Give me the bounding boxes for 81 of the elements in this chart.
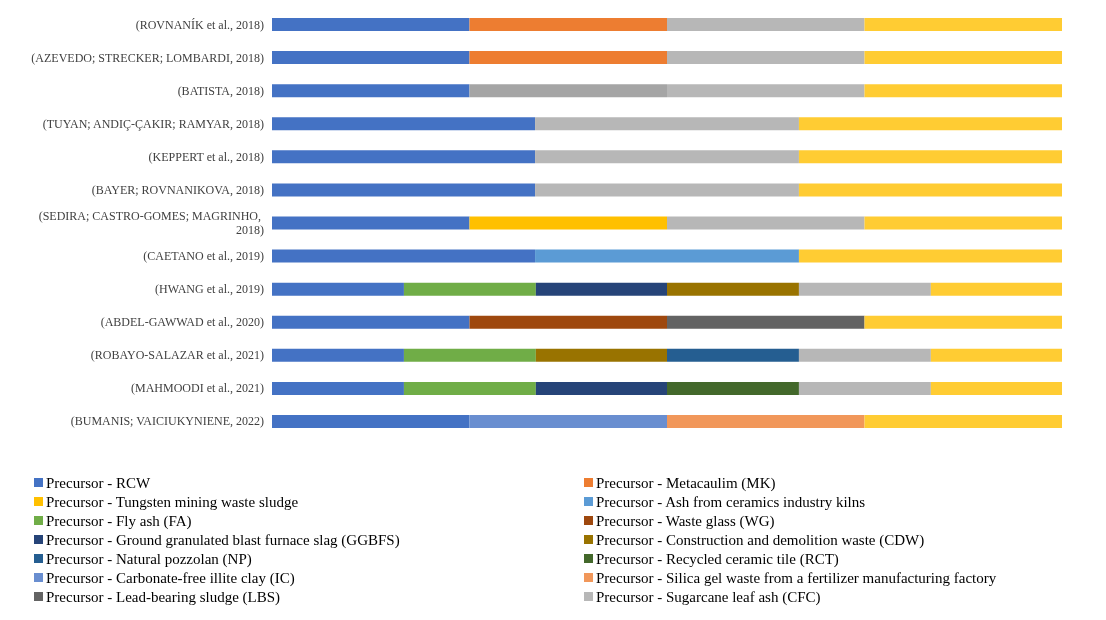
y-tick-label: (ROBAYO-SALAZAR et al., 2021) <box>90 348 264 363</box>
y-tick-label: (ROVNANÍK et al., 2018) <box>135 17 264 32</box>
bar <box>930 348 1062 362</box>
legend-label: Precursor - Ground granulated blast furnace slag (GGBFS) <box>46 531 400 549</box>
bar <box>272 249 536 263</box>
bar <box>469 18 667 32</box>
bar <box>535 117 799 131</box>
y-tick-label: (BUMANIS; VAICIUKYNIENE, 2022) <box>70 414 264 429</box>
bar <box>535 348 667 362</box>
bar <box>272 117 536 131</box>
legend-label: Precursor - Recycled ceramic tile (RCT) <box>596 550 839 568</box>
bar <box>864 51 1062 65</box>
legend-label: Precursor - Natural pozzolan (NP) <box>46 550 252 568</box>
bar <box>798 381 931 395</box>
bar <box>798 282 931 296</box>
bar <box>469 51 667 65</box>
bar <box>798 150 1062 164</box>
bar <box>469 315 667 329</box>
bar <box>469 84 667 98</box>
legend-label: Precursor - Ash from ceramics industry kilns <box>596 493 866 510</box>
bar <box>930 282 1062 296</box>
bar <box>272 216 470 230</box>
bar <box>864 18 1062 32</box>
bar <box>667 381 799 395</box>
bar <box>930 381 1062 395</box>
legend-label: Precursor - RCW <box>46 474 151 491</box>
bar <box>864 414 1062 428</box>
bar <box>667 315 865 329</box>
bar <box>535 282 667 296</box>
bar <box>272 51 470 65</box>
bar <box>403 348 536 362</box>
bar <box>535 150 799 164</box>
legend-label: Precursor - Fly ash (FA) <box>46 512 192 530</box>
y-tick-label: (ABDEL-GAWWAD et al., 2020) <box>100 315 264 330</box>
bar <box>798 249 1062 263</box>
bar <box>272 381 404 395</box>
legend-label: Precursor - Carbonate-free illite clay (IC) <box>46 569 295 587</box>
legend-label: Precursor - Tungsten mining waste sludge <box>46 493 299 510</box>
bar <box>667 51 865 65</box>
y-tick-label: (SEDIRA; CASTRO-GOMES; MAGRINHO, 2018) <box>38 209 264 237</box>
bar <box>272 348 404 362</box>
y-tick-label: (TUYAN; ANDIÇ-ÇAKIR; RAMYAR, 2018) <box>42 116 264 131</box>
bar <box>798 348 931 362</box>
y-tick-label: (AZEVEDO; STRECKER; LOMBARDI, 2018) <box>31 50 264 65</box>
y-tick-label: (HWANG et al., 2019) <box>155 282 264 297</box>
y-tick-label: (CAETANO et al., 2019) <box>143 249 264 264</box>
bar <box>469 216 667 230</box>
bar <box>403 381 536 395</box>
bar <box>667 348 799 362</box>
bar <box>272 150 536 164</box>
legend-label: Precursor - Construction and demolition waste (CDW) <box>596 531 925 549</box>
legend-label: Precursor - Metacaulim (MK) <box>596 474 776 492</box>
legend-label: Precursor - Sugarcane leaf ash (CFC) <box>596 588 821 606</box>
legend-label: Precursor - Silica gel waste from a fertilizer manufacturing factory <box>596 569 997 586</box>
bar <box>798 183 1062 197</box>
bar <box>667 18 865 32</box>
bar <box>864 84 1062 98</box>
bar <box>667 84 865 98</box>
bar <box>535 183 799 197</box>
bar <box>667 282 799 296</box>
y-tick-label: (MAHMOODI et al., 2021) <box>131 381 264 396</box>
legend-label: Precursor - Waste glass (WG) <box>596 512 775 530</box>
bar <box>272 18 470 32</box>
legend-label: Precursor - Lead-bearing sludge (LBS) <box>46 588 281 606</box>
bar <box>535 381 667 395</box>
bar <box>272 282 404 296</box>
bar <box>272 414 470 428</box>
bar <box>272 315 470 329</box>
bar <box>535 249 799 263</box>
bar <box>403 282 536 296</box>
bar <box>272 84 470 98</box>
bar <box>864 315 1062 329</box>
bar <box>667 414 865 428</box>
y-tick-label: (KEPPERT et al., 2018) <box>148 149 264 164</box>
bar <box>798 117 1062 131</box>
bar <box>864 216 1062 230</box>
bar <box>667 216 865 230</box>
y-tick-label: (BAYER; ROVNANIKOVA, 2018) <box>91 182 264 197</box>
bar <box>469 414 667 428</box>
bar <box>272 183 536 197</box>
y-tick-label: (BATISTA, 2018) <box>177 83 264 98</box>
